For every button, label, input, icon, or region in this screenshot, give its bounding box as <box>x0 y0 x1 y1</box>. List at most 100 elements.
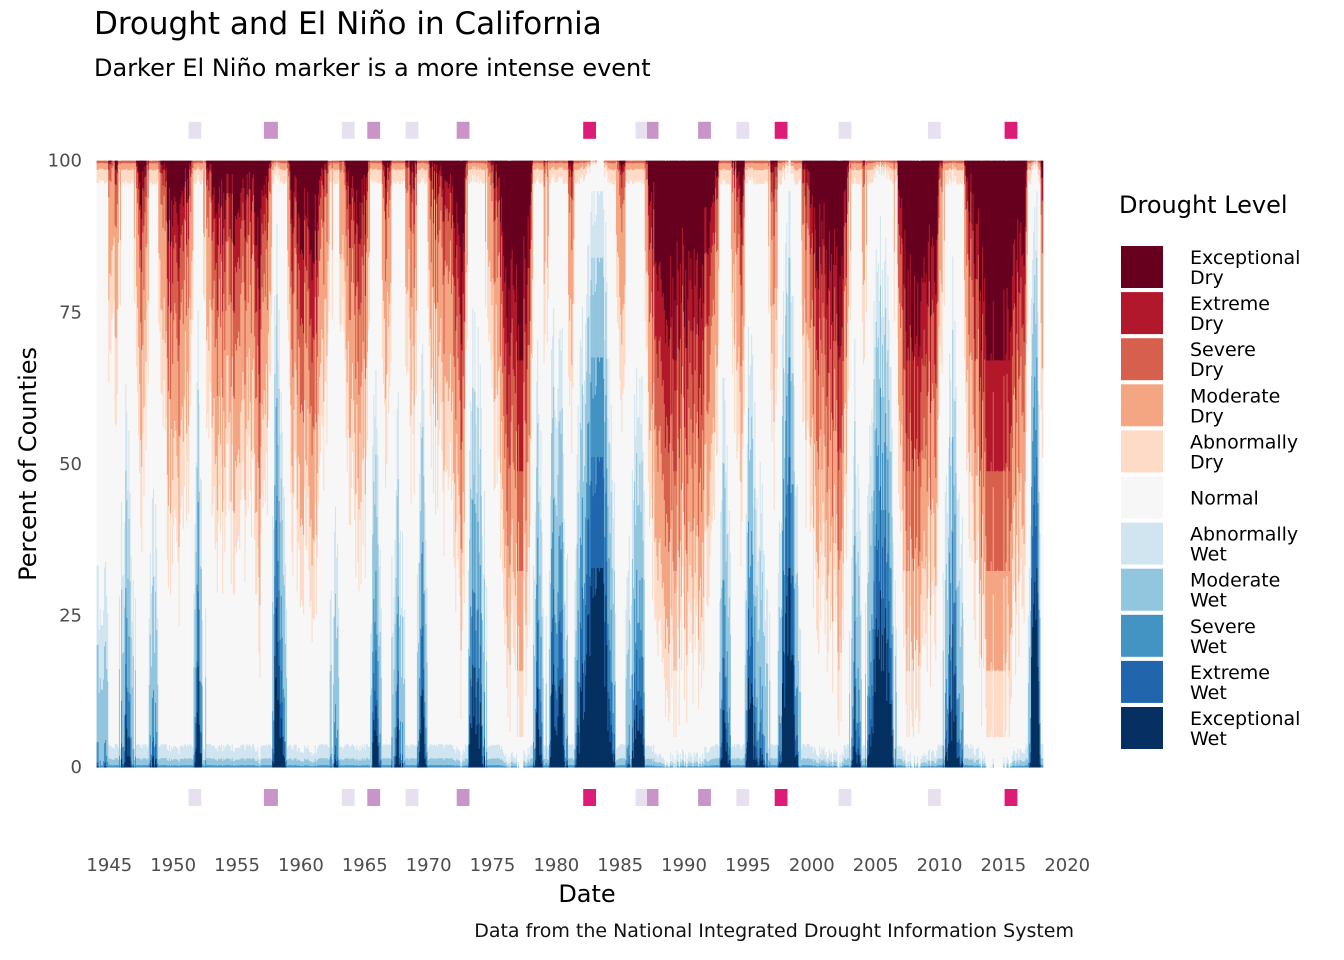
drought-bar-segment <box>622 160 624 165</box>
drought-bar-segment <box>383 743 386 759</box>
drought-bar-segment <box>667 424 669 523</box>
drought-bar-segment <box>652 160 654 249</box>
drought-bar-segment <box>462 575 465 750</box>
drought-bar-segment <box>671 160 673 318</box>
drought-bar-segment <box>361 757 364 766</box>
drought-bar-segment <box>580 160 583 163</box>
drought-bar-segment <box>450 758 453 766</box>
drought-bar-segment <box>400 607 403 678</box>
drought-bar-segment <box>232 592 235 752</box>
drought-bar-segment <box>332 160 335 164</box>
drought-bar-segment <box>290 758 292 766</box>
drought-bar-segment <box>503 528 505 610</box>
drought-bar-segment <box>629 160 632 163</box>
drought-bar-segment <box>222 751 224 762</box>
drought-bar-segment <box>552 176 554 337</box>
drought-bar-segment <box>346 181 349 209</box>
drought-bar-segment <box>664 648 667 718</box>
drought-bar-segment <box>364 160 367 235</box>
drought-bar-segment <box>334 163 337 171</box>
drought-bar-segment <box>183 280 186 398</box>
drought-bar-segment <box>227 192 230 242</box>
drought-bar-segment <box>201 168 204 181</box>
drought-bar-segment <box>406 764 408 768</box>
drought-bar-segment <box>241 160 243 189</box>
drought-bar-segment <box>593 567 596 768</box>
drought-bar-segment <box>393 181 396 597</box>
drought-bar-segment <box>651 745 653 759</box>
drought-bar-segment <box>705 746 708 760</box>
drought-bar-segment <box>612 184 615 519</box>
drought-bar-segment <box>333 754 336 764</box>
drought-bar-segment <box>173 248 175 321</box>
drought-bar-segment <box>227 240 230 355</box>
drought-bar-segment <box>656 754 659 763</box>
drought-bar-segment <box>334 184 337 507</box>
drought-bar-segment <box>169 513 172 595</box>
drought-bar-segment <box>631 558 634 675</box>
drought-bar-segment <box>578 753 581 768</box>
drought-bar-segment <box>250 210 253 259</box>
drought-bar-segment <box>578 567 581 683</box>
drought-bar-segment <box>117 242 120 309</box>
drought-bar-segment <box>447 400 450 490</box>
drought-bar-segment <box>568 376 570 745</box>
drought-bar-segment <box>414 268 417 344</box>
drought-bar-segment <box>158 160 160 162</box>
drought-bar-segment <box>197 310 200 390</box>
drought-bar-segment <box>667 766 669 768</box>
drought-bar-segment <box>460 449 463 549</box>
drought-bar-segment <box>140 249 142 323</box>
drought-bar-segment <box>515 761 518 767</box>
drought-bar-segment <box>241 188 243 221</box>
drought-bar-segment <box>178 765 181 768</box>
drought-bar-segment <box>100 179 103 626</box>
drought-bar-segment <box>122 162 124 170</box>
drought-bar-segment <box>659 336 662 427</box>
drought-bar-segment <box>271 247 273 316</box>
drought-bar-segment <box>108 758 110 766</box>
drought-bar-segment <box>260 160 263 209</box>
drought-bar-segment <box>150 163 153 170</box>
drought-bar-segment <box>638 416 640 505</box>
drought-bar-segment <box>495 764 498 768</box>
drought-bar-segment <box>322 757 324 766</box>
drought-bar-segment <box>374 690 377 731</box>
drought-bar-segment <box>116 164 119 174</box>
drought-bar-segment <box>217 434 220 523</box>
drought-bar-segment <box>528 267 531 345</box>
drought-bar-segment <box>195 748 198 768</box>
drought-bar-segment <box>563 604 566 714</box>
drought-bar-segment <box>149 634 152 736</box>
drought-bar-segment <box>341 160 344 162</box>
drought-bar-segment <box>474 311 477 392</box>
drought-bar-segment <box>652 765 654 768</box>
drought-bar-segment <box>487 160 489 162</box>
drought-bar-segment <box>287 319 289 748</box>
drought-bar-segment <box>143 495 146 746</box>
drought-bar-segment <box>152 755 155 768</box>
drought-bar-segment <box>593 357 596 458</box>
drought-bar-segment <box>535 163 537 171</box>
drought-bar-segment <box>506 160 508 318</box>
drought-bar-segment <box>623 171 626 201</box>
drought-bar-segment <box>589 485 591 577</box>
drought-bar-segment <box>681 759 684 766</box>
drought-bar-segment <box>387 291 389 373</box>
drought-bar-segment <box>476 724 479 768</box>
drought-bar-segment <box>228 758 231 766</box>
drought-bar-segment <box>634 160 636 163</box>
drought-bar-segment <box>242 757 245 766</box>
drought-bar-segment <box>146 164 149 244</box>
drought-bar-segment <box>228 304 231 423</box>
drought-bar-segment <box>308 569 311 750</box>
drought-bar-segment <box>274 373 276 486</box>
drought-bar-segment <box>180 196 183 235</box>
drought-bar-segment <box>516 736 519 768</box>
drought-bar-segment <box>164 160 167 171</box>
drought-bar-segment <box>423 168 425 182</box>
drought-bar-segment <box>253 743 255 759</box>
drought-bar-segment <box>574 160 577 164</box>
drought-bar-segment <box>695 615 698 754</box>
drought-bar-segment <box>572 171 574 201</box>
